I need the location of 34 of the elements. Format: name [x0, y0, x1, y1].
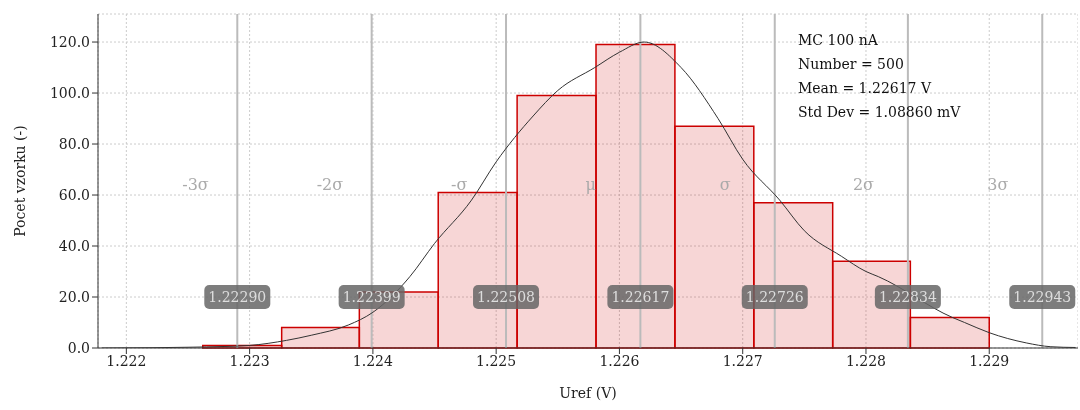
annotation: 1.22726: [745, 289, 804, 306]
y-tick-label: 120.0: [49, 34, 90, 51]
annotation: 1.22943: [1013, 289, 1072, 306]
annotation: 1.22617: [611, 289, 670, 306]
x-tick-label: 1.223: [229, 352, 270, 369]
y-tick-label: 60.0: [58, 186, 90, 203]
x-tick-label: 1.222: [106, 352, 147, 369]
ref-line-label: 3σ: [987, 175, 1009, 195]
annotation: 1.22834: [878, 289, 937, 306]
ref-line-label: -3σ: [182, 175, 209, 195]
y-tick-label: 20.0: [58, 288, 90, 305]
ref-line-label: -σ: [451, 175, 468, 195]
annotation: 1.22399: [342, 289, 401, 306]
y-tick-label: 80.0: [58, 136, 90, 152]
y-axis-title: Pocet vzorku (-): [11, 125, 28, 237]
x-tick-label: 1.225: [476, 352, 517, 369]
annotation: 1.22508: [477, 289, 535, 306]
x-tick-label: 1.228: [845, 352, 887, 369]
y-tick-label: 0.0: [67, 339, 90, 356]
x-tick-label: 1.229: [969, 352, 1010, 369]
annotation: MC 100 nA: [798, 31, 879, 50]
x-tick-label: 1.227: [722, 352, 763, 369]
ref-line-label: σ: [719, 175, 731, 195]
annotation: Number = 500: [798, 55, 905, 74]
x-tick-label: 1.224: [352, 352, 394, 369]
x-axis-title: Uref (V): [559, 385, 617, 401]
annotation: Mean = 1.22617 V: [798, 79, 933, 98]
ref-line-label: -2σ: [316, 175, 344, 195]
y-tick-label: 40.0: [58, 237, 90, 254]
y-tick-label: 100.0: [49, 85, 90, 102]
ref-line-label: 2σ: [852, 175, 875, 195]
annotation: Std Dev = 1.08860 mV: [798, 103, 961, 122]
x-tick-label: 1.226: [599, 352, 640, 369]
annotation: 1.22290: [208, 289, 267, 306]
